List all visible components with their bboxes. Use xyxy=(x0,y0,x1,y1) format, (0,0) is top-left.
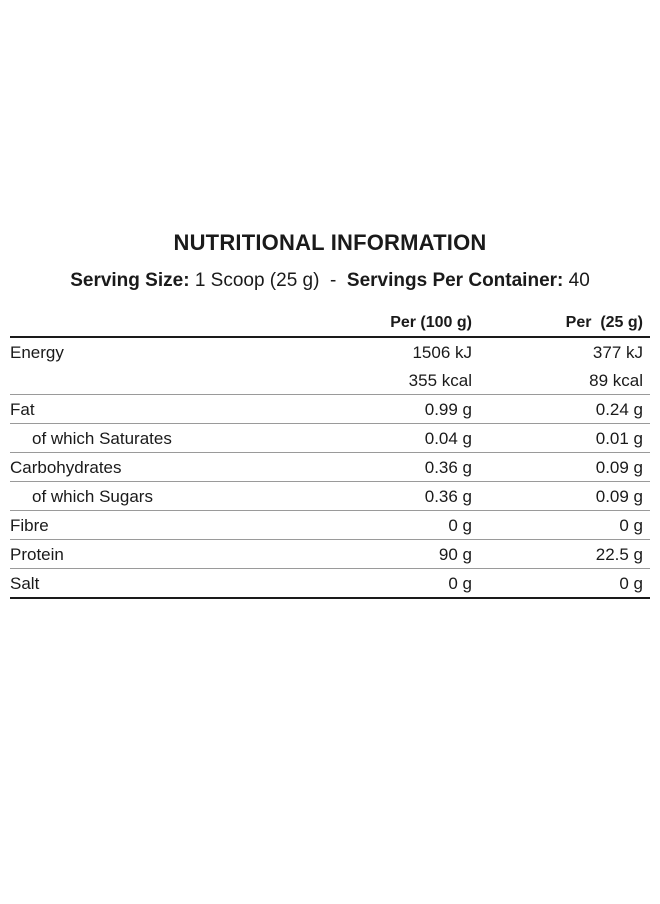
energy-kj-per-100g: 1506 kJ xyxy=(412,343,472,362)
serving-separator: - xyxy=(330,270,337,291)
value-per-serving: 0.24 g xyxy=(595,400,643,419)
value-per-100g: 0 g xyxy=(448,574,472,593)
row-label: Fat xyxy=(10,400,35,419)
value-per-100g: 0.36 g xyxy=(424,458,472,477)
table-row-fat: Fat 0.99 g 0.24 g xyxy=(10,395,650,424)
value-per-serving: 0 g xyxy=(619,516,643,535)
nutrition-table: Per (100 g) Per (25 g) Energy 1506 kJ 37… xyxy=(10,309,650,599)
table-row-carbohydrates: Carbohydrates 0.36 g 0.09 g xyxy=(10,453,650,482)
table-row-saturates: of which Saturates 0.04 g 0.01 g xyxy=(10,424,650,453)
row-label: of which Saturates xyxy=(32,429,172,448)
row-label: of which Sugars xyxy=(32,487,153,506)
value-per-serving: 0.01 g xyxy=(595,429,643,448)
energy-kj-per-serving: 377 kJ xyxy=(592,343,643,362)
value-per-serving: 0.09 g xyxy=(595,458,643,477)
page-title: NUTRITIONAL INFORMATION xyxy=(173,230,487,255)
value-per-100g: 0.99 g xyxy=(424,400,472,419)
row-label: Protein xyxy=(10,545,64,564)
value-per-serving: 22.5 g xyxy=(595,545,643,564)
servings-per-container-label: Servings Per Container: xyxy=(346,270,564,291)
table-row-fibre: Fibre 0 g 0 g xyxy=(10,511,650,540)
table-row-salt: Salt 0 g 0 g xyxy=(10,569,650,599)
column-header-per-serving: Per (25 g) xyxy=(565,314,643,331)
servings-per-container-value: 40 xyxy=(568,270,590,291)
serving-size-label: Serving Size: xyxy=(70,270,190,291)
value-per-100g: 0.36 g xyxy=(424,487,472,506)
table-header: Per (100 g) Per (25 g) xyxy=(10,309,650,338)
table-row-sugars: of which Sugars 0.36 g 0.09 g xyxy=(10,482,650,511)
row-label: Fibre xyxy=(10,516,49,535)
value-per-100g: 0 g xyxy=(448,516,472,535)
table-row-protein: Protein 90 g 22.5 g xyxy=(10,540,650,569)
serving-size-value: 1 Scoop (25 g) xyxy=(194,270,320,291)
value-per-100g: 0.04 g xyxy=(424,429,472,448)
value-per-serving: 0.09 g xyxy=(595,487,643,506)
table-row-energy: Energy 1506 kJ 377 kJ 355 kcal 89 kcal xyxy=(10,338,650,395)
value-per-100g: 90 g xyxy=(438,545,472,564)
value-per-serving: 0 g xyxy=(619,574,643,593)
row-label: Energy xyxy=(10,343,64,362)
energy-kcal-per-serving: 89 kcal xyxy=(589,371,643,390)
row-label: Carbohydrates xyxy=(10,458,122,477)
energy-kcal-per-100g: 355 kcal xyxy=(408,371,472,390)
row-label: Salt xyxy=(10,574,40,593)
column-header-per-100g: Per (100 g) xyxy=(390,314,472,331)
serving-info: Serving Size: 1 Scoop (25 g) - Servings … xyxy=(0,270,660,292)
